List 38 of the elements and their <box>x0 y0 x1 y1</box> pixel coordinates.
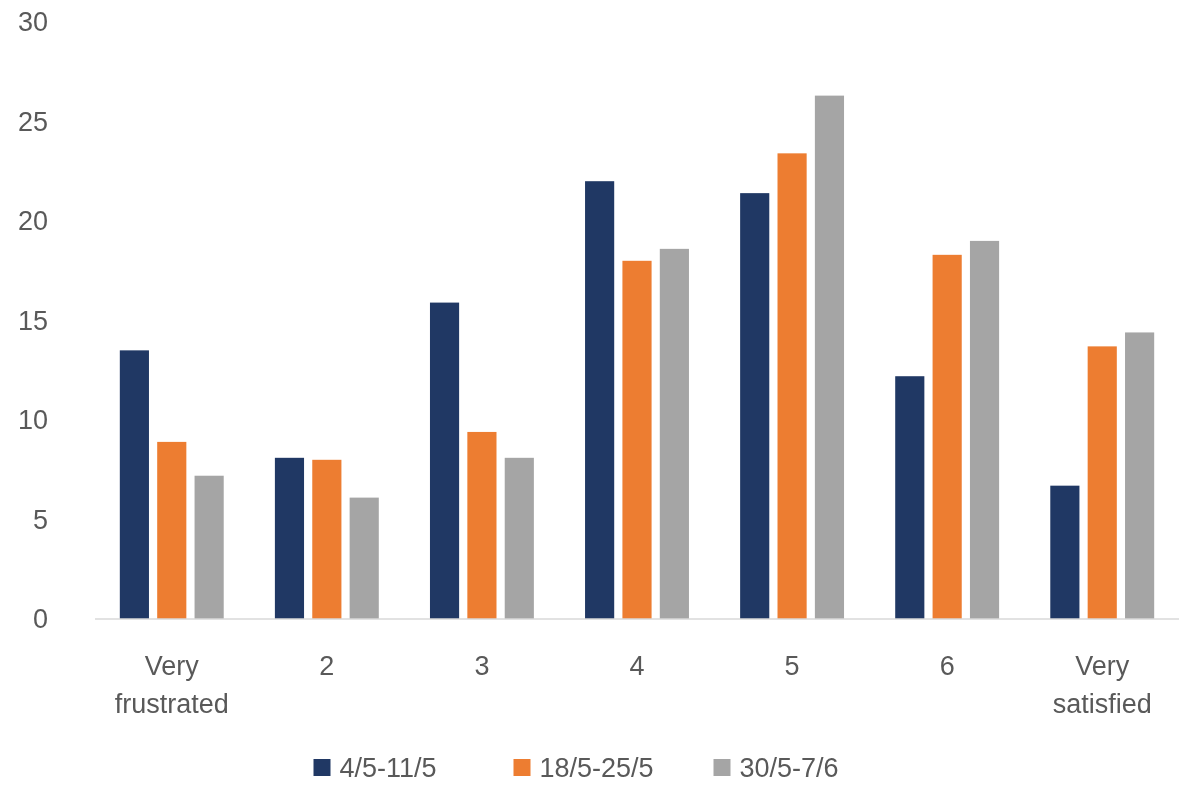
x-tick-label: Very frustrated <box>114 651 229 719</box>
y-tick-label: 25 <box>17 106 48 137</box>
y-tick-label: 5 <box>32 504 48 535</box>
bar <box>157 441 187 619</box>
bar <box>1050 485 1080 619</box>
bar <box>895 376 925 619</box>
x-tick-label: Very satisfied <box>1052 651 1152 719</box>
bar <box>467 431 497 619</box>
y-tick-label: 30 <box>17 7 48 38</box>
x-tick-label: 4 <box>629 651 645 681</box>
x-tick-label: 2 <box>319 651 335 681</box>
bar <box>585 181 615 619</box>
bar <box>1087 346 1117 619</box>
y-tick-label: 0 <box>32 604 48 635</box>
y-tick-label: 15 <box>17 305 48 336</box>
bar <box>740 193 770 619</box>
legend-label: 4/5-11/5 <box>339 753 437 784</box>
bar <box>1125 332 1155 619</box>
bar <box>659 248 689 619</box>
bar <box>194 475 224 619</box>
bar <box>504 457 534 619</box>
y-tick-label: 10 <box>17 405 48 436</box>
bar <box>312 459 342 619</box>
x-tick-label: 6 <box>939 651 955 681</box>
y-tick-label: 20 <box>17 206 48 237</box>
bar <box>932 254 962 619</box>
legend-label: 30/5-7/6 <box>739 753 839 784</box>
bar <box>349 497 379 619</box>
bar <box>777 153 807 619</box>
bar <box>622 260 652 619</box>
bar <box>119 350 149 619</box>
bar <box>969 240 1000 619</box>
x-tick-label: 5 <box>784 651 800 681</box>
legend-label: 18/5-25/5 <box>539 753 654 784</box>
bar <box>814 95 845 619</box>
bar <box>429 302 460 619</box>
bar <box>274 457 305 619</box>
x-tick-label: 3 <box>474 651 490 681</box>
